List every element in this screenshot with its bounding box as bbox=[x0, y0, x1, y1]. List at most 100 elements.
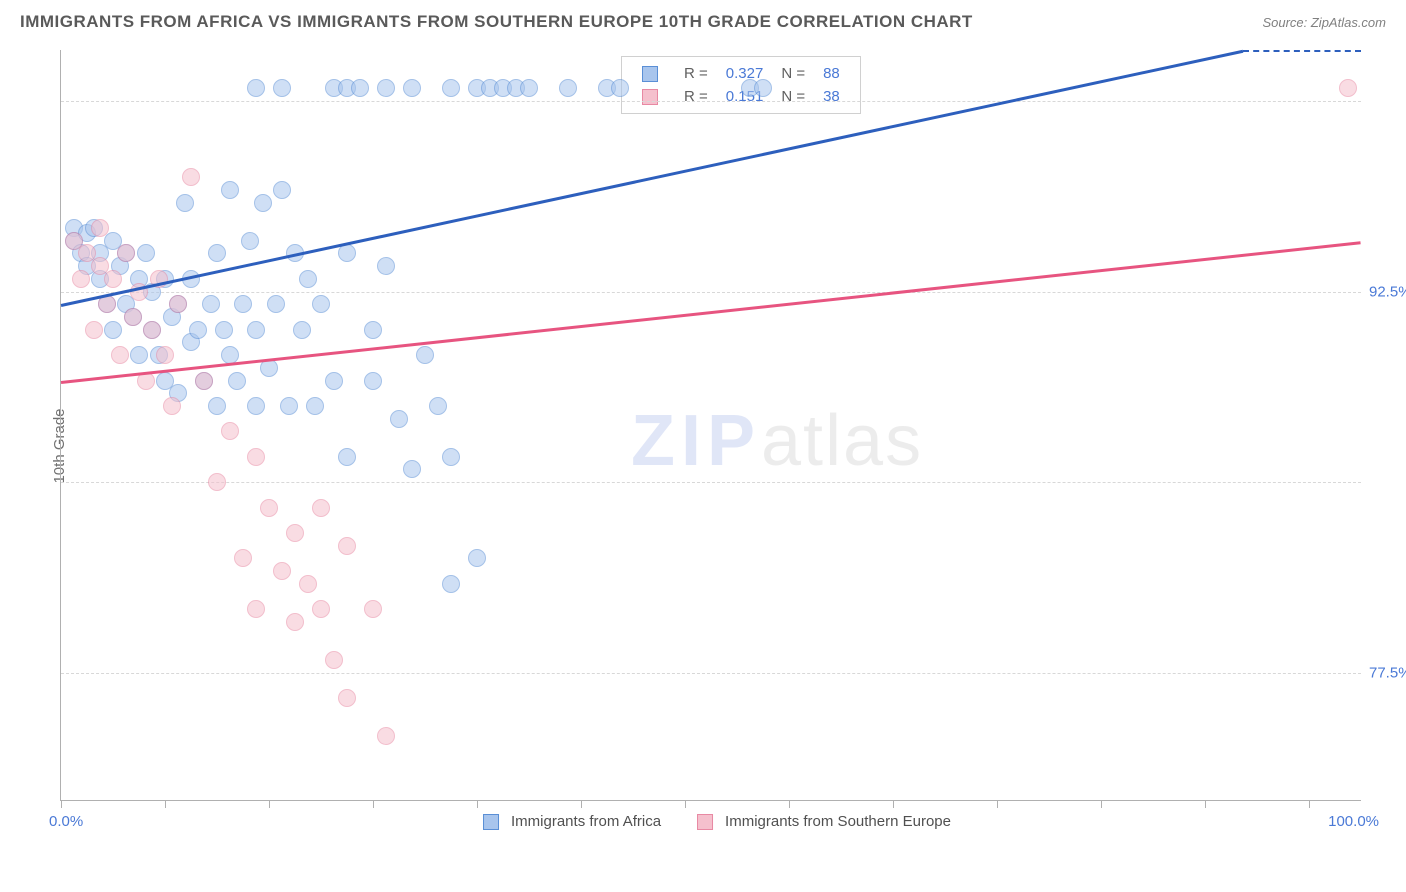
data-point-africa bbox=[338, 244, 356, 262]
data-point-southern_europe bbox=[104, 270, 122, 288]
data-point-africa bbox=[377, 257, 395, 275]
x-tick bbox=[789, 800, 790, 808]
data-point-southern_europe bbox=[208, 473, 226, 491]
scatter-chart: ZIPatlas 0.0% 100.0% Immigrants from Afr… bbox=[60, 50, 1361, 801]
data-point-africa bbox=[351, 79, 369, 97]
data-point-southern_europe bbox=[195, 372, 213, 390]
data-point-southern_europe bbox=[111, 346, 129, 364]
x-tick bbox=[165, 800, 166, 808]
data-point-africa bbox=[280, 397, 298, 415]
y-axis-label: 92.5% bbox=[1369, 283, 1406, 300]
stat-r-label: R = bbox=[676, 63, 716, 84]
data-point-africa bbox=[104, 321, 122, 339]
data-point-southern_europe bbox=[338, 689, 356, 707]
gridline bbox=[61, 673, 1361, 674]
gridline bbox=[61, 292, 1361, 293]
legend-item-africa: Immigrants from Africa bbox=[471, 813, 661, 830]
stat-r-label: R = bbox=[676, 86, 716, 107]
x-tick bbox=[685, 800, 686, 808]
data-point-southern_europe bbox=[117, 244, 135, 262]
data-point-southern_europe bbox=[91, 219, 109, 237]
data-point-africa bbox=[442, 448, 460, 466]
data-point-africa bbox=[215, 321, 233, 339]
data-point-southern_europe bbox=[221, 422, 239, 440]
data-point-africa bbox=[293, 321, 311, 339]
data-point-southern_europe bbox=[364, 600, 382, 618]
data-point-africa bbox=[228, 372, 246, 390]
x-tick bbox=[1309, 800, 1310, 808]
data-point-southern_europe bbox=[85, 321, 103, 339]
data-point-africa bbox=[468, 549, 486, 567]
data-point-southern_europe bbox=[377, 727, 395, 745]
x-tick bbox=[477, 800, 478, 808]
data-point-southern_europe bbox=[247, 448, 265, 466]
data-point-southern_europe bbox=[234, 549, 252, 567]
data-point-africa bbox=[429, 397, 447, 415]
y-axis-label: 77.5% bbox=[1369, 664, 1406, 681]
data-point-africa bbox=[273, 79, 291, 97]
data-point-africa bbox=[189, 321, 207, 339]
data-point-southern_europe bbox=[260, 499, 278, 517]
x-tick bbox=[893, 800, 894, 808]
x-tick bbox=[581, 800, 582, 808]
data-point-southern_europe bbox=[338, 537, 356, 555]
legend-swatch-africa bbox=[642, 66, 658, 82]
data-point-africa bbox=[130, 346, 148, 364]
data-point-southern_europe bbox=[163, 397, 181, 415]
data-point-africa bbox=[442, 575, 460, 593]
stat-n-label: N = bbox=[773, 63, 813, 84]
data-point-southern_europe bbox=[143, 321, 161, 339]
stat-n-label: N = bbox=[773, 86, 813, 107]
legend-swatch-africa bbox=[483, 814, 499, 830]
stat-n-value-africa: 88 bbox=[815, 63, 848, 84]
watermark: ZIPatlas bbox=[631, 400, 923, 482]
x-axis-label-max: 100.0% bbox=[1328, 813, 1379, 830]
data-point-africa bbox=[267, 295, 285, 313]
x-tick bbox=[997, 800, 998, 808]
chart-title: IMMIGRANTS FROM AFRICA VS IMMIGRANTS FRO… bbox=[20, 12, 973, 32]
data-point-africa bbox=[611, 79, 629, 97]
data-point-southern_europe bbox=[273, 562, 291, 580]
gridline bbox=[61, 482, 1361, 483]
data-point-southern_europe bbox=[247, 600, 265, 618]
data-point-southern_europe bbox=[72, 270, 90, 288]
data-point-africa bbox=[754, 79, 772, 97]
data-point-southern_europe bbox=[286, 613, 304, 631]
x-tick bbox=[61, 800, 62, 808]
data-point-africa bbox=[273, 181, 291, 199]
data-point-africa bbox=[254, 194, 272, 212]
x-tick bbox=[373, 800, 374, 808]
data-point-africa bbox=[221, 181, 239, 199]
data-point-africa bbox=[247, 79, 265, 97]
data-point-africa bbox=[403, 460, 421, 478]
data-point-africa bbox=[306, 397, 324, 415]
data-point-southern_europe bbox=[312, 499, 330, 517]
data-point-southern_europe bbox=[124, 308, 142, 326]
data-point-africa bbox=[247, 397, 265, 415]
source-attribution: Source: ZipAtlas.com bbox=[1262, 15, 1386, 30]
data-point-southern_europe bbox=[156, 346, 174, 364]
x-axis-label-min: 0.0% bbox=[49, 813, 83, 830]
data-point-africa bbox=[442, 79, 460, 97]
legend-item-southern_europe: Immigrants from Southern Europe bbox=[685, 813, 951, 830]
data-point-africa bbox=[390, 410, 408, 428]
data-point-africa bbox=[202, 295, 220, 313]
data-point-africa bbox=[234, 295, 252, 313]
x-tick bbox=[1101, 800, 1102, 808]
data-point-southern_europe bbox=[1339, 79, 1357, 97]
data-point-africa bbox=[338, 448, 356, 466]
data-point-africa bbox=[325, 372, 343, 390]
data-point-africa bbox=[520, 79, 538, 97]
data-point-africa bbox=[403, 79, 421, 97]
data-point-africa bbox=[364, 372, 382, 390]
data-point-southern_europe bbox=[169, 295, 187, 313]
data-point-southern_europe bbox=[299, 575, 317, 593]
stat-n-value-southern_europe: 38 bbox=[815, 86, 848, 107]
data-point-africa bbox=[377, 79, 395, 97]
data-point-africa bbox=[312, 295, 330, 313]
legend-swatch-southern_europe bbox=[697, 814, 713, 830]
chart-header: IMMIGRANTS FROM AFRICA VS IMMIGRANTS FRO… bbox=[20, 12, 1386, 32]
trend-line-extrapolated bbox=[1243, 50, 1361, 52]
data-point-africa bbox=[299, 270, 317, 288]
data-point-africa bbox=[364, 321, 382, 339]
